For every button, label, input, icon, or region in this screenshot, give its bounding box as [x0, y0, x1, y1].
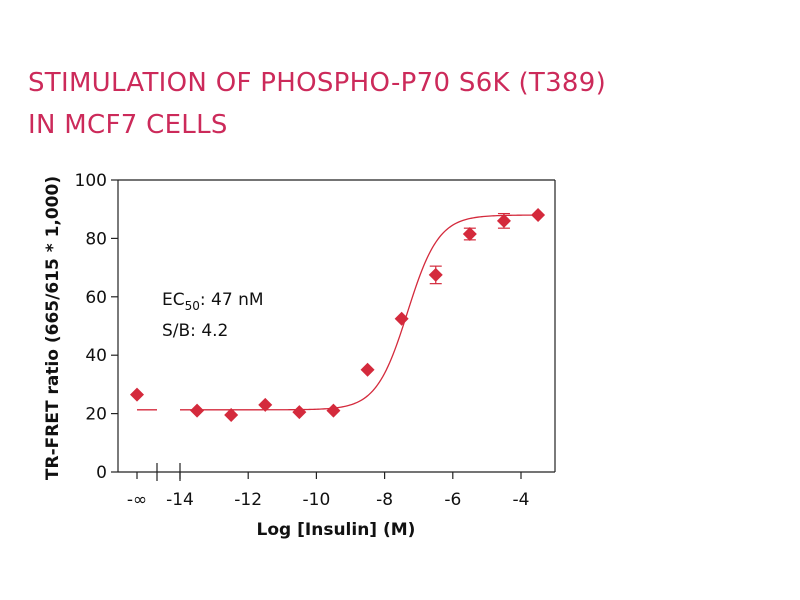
data-point: [462, 227, 477, 242]
ec50-annotation: EC50: 47 nM: [162, 290, 264, 313]
y-tick-label: 60: [85, 288, 107, 308]
x-tick-label: -4: [513, 490, 530, 510]
x-axis-title: Log [Insulin] (M): [257, 520, 416, 540]
y-tick-label: 80: [85, 229, 107, 249]
chart-title: STIMULATION OF PHOSPHO-P70 S6K (T389) IN…: [28, 62, 606, 146]
x-tick-label: -14: [166, 490, 194, 510]
x-tick-label: -12: [234, 490, 262, 510]
data-point: [326, 403, 341, 418]
fit-curve-layer: [137, 214, 539, 411]
chart-title-line-2: IN MCF7 CELLS: [28, 110, 228, 140]
x-tick-label: -6: [444, 490, 461, 510]
x-tick-label: -8: [376, 490, 393, 510]
x-baseline-tick-label: -∞: [127, 490, 147, 510]
data-point: [360, 362, 375, 377]
y-tick-label: 0: [96, 463, 107, 483]
data-point: [496, 213, 511, 228]
sb-annotation: S/B: 4.2: [162, 321, 228, 341]
data-point: [292, 405, 307, 420]
chart-title-line-1: STIMULATION OF PHOSPHO-P70 S6K (T389): [28, 68, 607, 98]
labels-layer: 0 20 40 60 80 100 -14 -12 -10 -8 -6 -4 -∞ Log [Insuli…: [43, 171, 529, 540]
y-tick-label: 20: [85, 405, 107, 425]
y-tick-label: 40: [85, 346, 107, 366]
y-tick-label: 100: [75, 171, 107, 191]
data-points-layer: [130, 208, 546, 423]
data-point: [531, 208, 546, 223]
x-tick-label: -10: [303, 490, 331, 510]
data-point: [224, 408, 239, 423]
fit-curve: [180, 214, 539, 411]
data-point: [428, 267, 443, 282]
data-point: [394, 311, 409, 326]
data-point: [258, 397, 273, 412]
y-axis-title: TR-FRET ratio (665/615 * 1,000): [43, 176, 63, 480]
baseline-data-point: [130, 387, 144, 402]
data-point: [190, 403, 205, 418]
axes: [111, 179, 556, 481]
